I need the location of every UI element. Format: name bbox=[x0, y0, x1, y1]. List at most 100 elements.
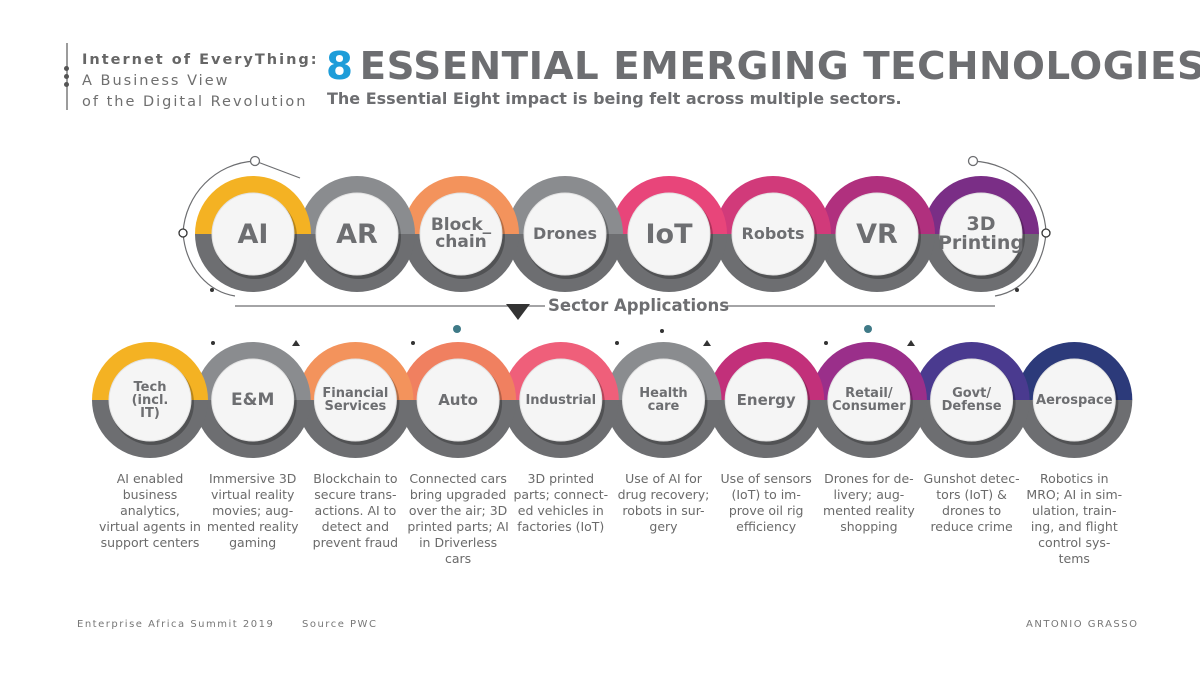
marker-dot-teal bbox=[453, 325, 461, 333]
diagram-decorations bbox=[178, 155, 1051, 346]
marker-triangle-icon bbox=[907, 340, 915, 346]
sector-row bbox=[92, 342, 1133, 459]
sector-inner-disc bbox=[108, 358, 192, 442]
marker-dot bbox=[660, 329, 664, 333]
title-text: ESSENTIAL EMERGING TECHNOLOGIES bbox=[359, 44, 1200, 88]
title-number: 8 bbox=[326, 44, 354, 88]
sector-node bbox=[810, 342, 927, 458]
tech-label: AI bbox=[237, 218, 269, 250]
technology-row bbox=[195, 176, 1039, 292]
sector-inner-disc bbox=[1032, 358, 1116, 442]
sector-description: Robotics in MRO; AI in sim-ulation, trai… bbox=[1026, 471, 1123, 566]
sector-node bbox=[194, 342, 311, 459]
tech-label: 3D Printing bbox=[937, 213, 1025, 254]
sector-node bbox=[605, 342, 722, 458]
tech-label: IoT bbox=[645, 218, 693, 250]
sector-inner-disc bbox=[724, 358, 808, 442]
sector-description: Drones for de-livery; aug-mented reality… bbox=[823, 471, 915, 534]
marker-dot bbox=[411, 341, 415, 345]
tech-inner-disc bbox=[939, 192, 1023, 276]
sector-label: E&M bbox=[231, 389, 275, 410]
sector-description: AI enabled business analytics, virtual a… bbox=[99, 471, 201, 550]
tech-inner-disc bbox=[731, 192, 815, 276]
marker-triangle-icon bbox=[703, 340, 711, 346]
tech-node bbox=[611, 176, 727, 292]
sector-description: Use of AI for drug recovery; robots in s… bbox=[617, 471, 710, 534]
sector-inner-disc bbox=[519, 358, 603, 442]
tech-node bbox=[715, 176, 831, 292]
sector-label: Industrial bbox=[525, 392, 597, 408]
tech-label: AR bbox=[336, 218, 378, 250]
down-arrow-icon bbox=[506, 304, 530, 320]
footer-source: Source PWC bbox=[302, 619, 378, 630]
sector-label: Govt/ Defense bbox=[941, 386, 1002, 414]
sector-label: Financial Services bbox=[322, 386, 389, 414]
frame-node-circle bbox=[249, 155, 261, 167]
marker-dot-teal bbox=[864, 325, 872, 333]
sector-description: Immersive 3D virtual reality movies; aug… bbox=[206, 471, 299, 550]
tech-label: Block_ chain bbox=[430, 215, 492, 252]
sector-inner-disc bbox=[622, 358, 705, 442]
frame-node-circle bbox=[967, 155, 979, 167]
tech-node bbox=[195, 176, 311, 292]
brand-line-1: Internet of EveryThing: bbox=[82, 52, 319, 68]
sector-label: Retail/ Consumer bbox=[832, 386, 906, 414]
sector-inner-disc bbox=[313, 358, 397, 442]
sector-label: Auto bbox=[438, 390, 478, 409]
tech-label: Drones bbox=[533, 224, 597, 243]
marker-dot bbox=[824, 341, 828, 345]
tech-inner-disc bbox=[627, 192, 711, 276]
frame-node-circle bbox=[1041, 228, 1051, 238]
tech-node bbox=[403, 176, 519, 292]
sector-node bbox=[400, 342, 517, 458]
sector-inner-disc bbox=[211, 358, 295, 442]
page-subtitle: The Essential Eight impact is being felt… bbox=[327, 89, 902, 108]
marker-dot bbox=[211, 341, 215, 345]
top-frame-left-arc bbox=[182, 160, 256, 234]
top-frame-left-bottom-arc bbox=[182, 232, 236, 297]
footer-event: Enterprise Africa Summit 2019 bbox=[77, 619, 275, 630]
sector-node bbox=[1016, 342, 1133, 459]
tech-node bbox=[299, 176, 415, 292]
sector-applications-title: Sector Applications bbox=[548, 296, 730, 315]
brand-line-3: of the Digital Revolution bbox=[82, 94, 308, 110]
tech-inner-disc bbox=[835, 192, 919, 276]
top-frame-left-line bbox=[254, 160, 301, 179]
sector-node bbox=[708, 342, 825, 458]
frame-node-circle bbox=[178, 228, 188, 238]
brand-line-2: A Business View bbox=[82, 73, 230, 89]
tech-inner-disc bbox=[419, 192, 503, 276]
sector-inner-disc bbox=[930, 358, 1014, 442]
tech-node bbox=[923, 176, 1039, 292]
sector-description: Connected cars bring upgraded over the a… bbox=[407, 471, 509, 566]
tech-inner-disc bbox=[523, 192, 607, 276]
tech-inner-disc bbox=[211, 192, 295, 276]
sector-node bbox=[92, 342, 208, 458]
top-frame-right-bottom-arc bbox=[994, 232, 1047, 297]
tech-label: Robots bbox=[741, 224, 805, 243]
tech-node bbox=[507, 176, 623, 292]
sector-node bbox=[297, 342, 414, 458]
footer-author: ANTONIO GRASSO bbox=[1026, 619, 1139, 630]
sector-label: Energy bbox=[736, 390, 796, 409]
sector-label: Tech (incl. IT) bbox=[131, 379, 169, 421]
marker-dot bbox=[615, 341, 619, 345]
marker-triangle-icon bbox=[292, 340, 300, 346]
top-frame-right-arc bbox=[972, 160, 1047, 234]
sector-description: Use of sensors (IoT) to im-prove oil rig… bbox=[720, 471, 812, 534]
sector-description: 3D printed parts; connect-ed vehicles in… bbox=[513, 471, 609, 534]
tech-label: VR bbox=[856, 218, 898, 250]
sector-inner-disc bbox=[827, 358, 911, 442]
page-title: 8 ESSENTIAL EMERGING TECHNOLOGIES bbox=[326, 44, 1200, 88]
sector-label: Aerospace bbox=[1036, 392, 1113, 408]
sector-inner-disc bbox=[416, 358, 500, 442]
frame-dot bbox=[1015, 288, 1019, 292]
sector-description: Gunshot detec-tors (IoT) & drones to red… bbox=[923, 471, 1020, 534]
brand-block: Internet of EveryThing: A Business View … bbox=[82, 50, 319, 113]
sector-node bbox=[913, 342, 1030, 458]
tech-inner-disc bbox=[315, 192, 399, 276]
tech-node bbox=[819, 176, 935, 292]
sector-label: Health care bbox=[639, 386, 688, 414]
frame-dot bbox=[210, 288, 214, 292]
